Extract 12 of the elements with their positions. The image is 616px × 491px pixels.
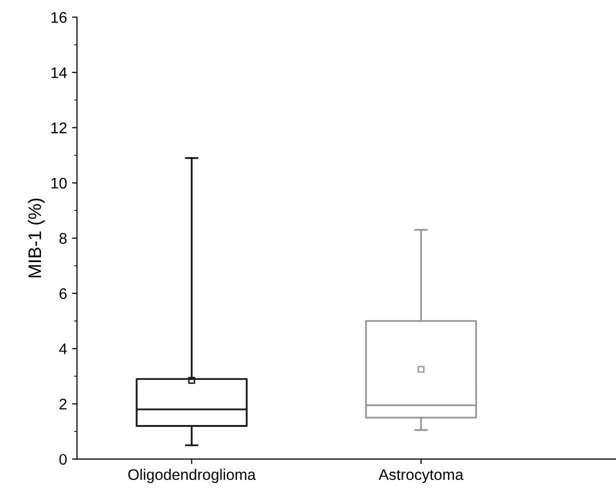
y-tick-label: 6: [60, 288, 67, 300]
y-axis-title: MIB-1 (%): [28, 198, 45, 278]
y-tick-label: 10: [51, 178, 67, 189]
x-tick-label: Astrocytoma: [378, 469, 464, 484]
x-tick-label: Oligodendroglioma: [128, 468, 256, 484]
y-tick-label: 12: [51, 122, 67, 134]
y-tick-label: 16: [51, 12, 67, 23]
y-tick-label: 0: [59, 454, 67, 465]
y-tick-label: 8: [59, 233, 67, 244]
y-tick-label: 4: [59, 344, 67, 354]
y-tick-label: 2: [60, 398, 67, 410]
y-tick-label: 14: [51, 67, 67, 78]
